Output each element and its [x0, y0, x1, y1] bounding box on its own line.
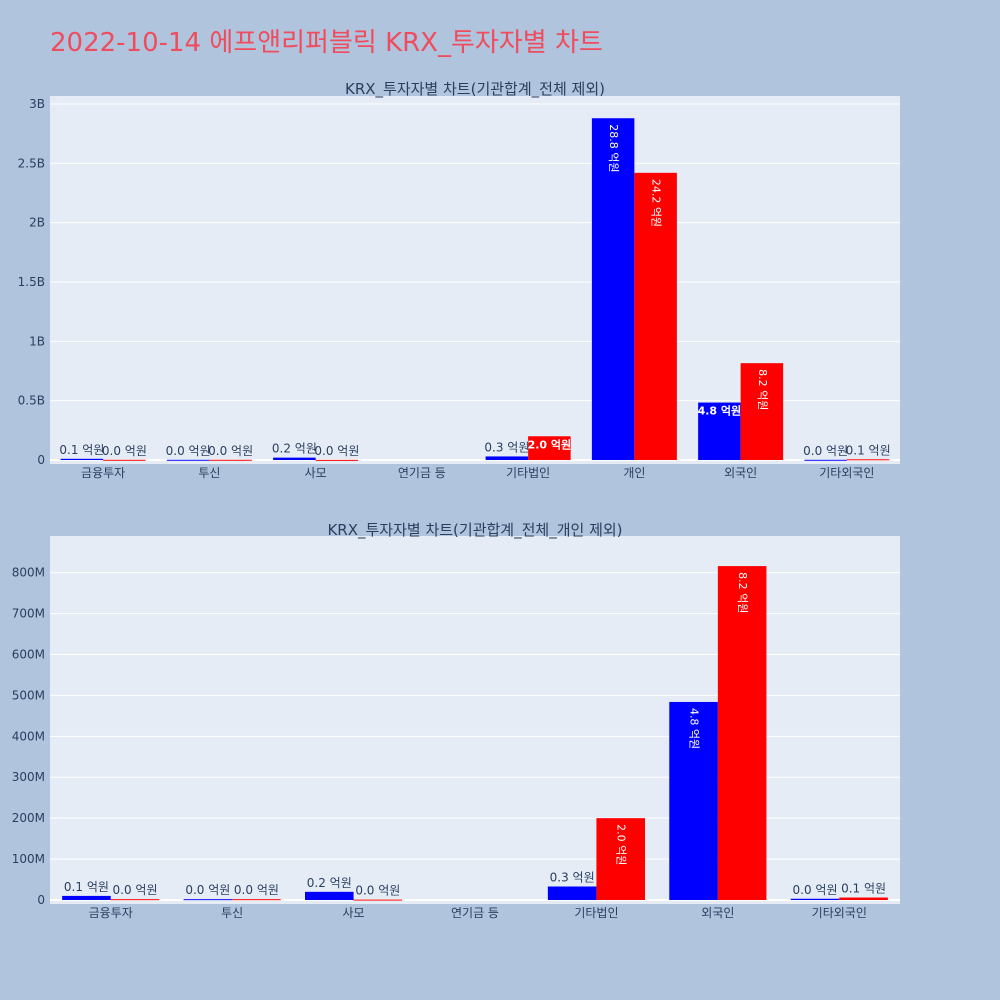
chart-1-sell-bar — [846, 459, 890, 461]
chart-2-bar-value-label: 0.0 억원 — [234, 883, 279, 897]
chart-2-bar-value-label: 4.8 억원 — [688, 708, 701, 749]
chart-1-y-tick-label: 2.5B — [18, 156, 45, 170]
chart-2-bar-value-label: 0.2 억원 — [307, 876, 352, 890]
chart-2-buy-bar — [62, 895, 111, 900]
chart-2-x-tick-label: 사모 — [343, 906, 365, 920]
page-title: 2022-10-14 에프앤리퍼블릭 KRX_투자자별 차트 — [50, 28, 603, 58]
chart-1-y-tick-label: 3B — [29, 97, 45, 111]
chart-1-bar-value-label: 0.1 억원 — [59, 443, 104, 457]
chart-2-x-tick-label: 기타외국인 — [812, 906, 867, 920]
chart-2-sell-bar — [232, 899, 281, 901]
chart-1-sell-bar — [740, 363, 784, 460]
chart-1-buy-bar — [804, 459, 847, 461]
chart-1-buy-bar — [166, 459, 210, 461]
chart-2-sell-bar — [110, 899, 160, 901]
chart-1-x-tick-label: 금융투자 — [81, 466, 125, 480]
chart-2-bar-value-label: 0.1 억원 — [841, 882, 886, 896]
chart-2-x-tick-label: 연기금 등 — [451, 906, 499, 920]
chart-1-sell-bar — [528, 436, 571, 460]
chart-2-bar-value-label: 0.1 억원 — [64, 880, 109, 894]
chart-1-buy-bar — [60, 458, 104, 460]
chart-2-bar-value-label: 0.0 억원 — [793, 883, 838, 897]
chart-1-x-tick-label: 기타법인 — [506, 466, 550, 480]
chart-2-x-tick-label: 투신 — [221, 906, 243, 920]
chart-2-bar-value-label: 0.0 억원 — [113, 883, 158, 897]
chart-1-buy-bar — [273, 457, 316, 460]
chart-1-title: KRX_투자자별 차트(기관합계_전체 제외) — [345, 80, 605, 99]
chart-1-x-tick-label: 사모 — [305, 466, 327, 480]
chart-2-y-tick-label: 0 — [37, 893, 45, 907]
chart-2-sell-bar — [839, 897, 888, 900]
chart-1-y-tick-label: 0.5B — [18, 394, 45, 408]
chart-1-bar-value-label: 0.0 억원 — [803, 444, 848, 458]
chart-2-y-tick-label: 500M — [12, 688, 45, 702]
chart-2-bar-value-label: 0.0 억원 — [185, 883, 230, 897]
chart-2-buy-bar — [669, 701, 718, 900]
chart-2-y-tick-label: 400M — [12, 729, 45, 743]
chart-1-buy-bar — [485, 456, 529, 460]
chart-2-bar-value-label: 2.0 억원 — [615, 824, 628, 865]
chart-2-x-tick-label: 외국인 — [701, 906, 734, 920]
chart-2-bar-value-label: 0.0 억원 — [355, 884, 400, 898]
chart-2-buy-bar — [305, 891, 354, 900]
chart-1-bar-value-label: 0.2 억원 — [272, 442, 317, 456]
chart-2-buy-bar — [547, 886, 597, 900]
chart-1-x-tick-label: 외국인 — [724, 466, 757, 480]
chart-2-sell-bar — [596, 818, 645, 900]
chart-2-buy-bar — [183, 899, 233, 901]
chart-2-y-tick-label: 800M — [12, 566, 45, 580]
chart-2-bar-value-label: 8.2 억원 — [736, 572, 749, 613]
chart-2-sell-bar — [717, 566, 767, 900]
chart-1-bar-value-label: 0.3 억원 — [484, 440, 529, 454]
chart-2-x-tick-label: 기타법인 — [574, 906, 618, 920]
chart-1-x-tick-label: 개인 — [623, 466, 645, 480]
chart-1-bar-value-label: 8.2 억원 — [756, 369, 769, 410]
chart-2-y-tick-label: 300M — [12, 770, 45, 784]
chart-1-y-tick-label: 0 — [37, 453, 45, 467]
chart-1-x-tick-label: 투신 — [198, 466, 220, 480]
chart-1-bar-value-label: 0.1 억원 — [846, 443, 891, 457]
chart-1-y-tick-label: 1B — [29, 334, 45, 348]
chart-1-sell-bar — [315, 459, 359, 461]
chart-1-sell-bar — [103, 459, 146, 461]
chart-2-y-tick-label: 200M — [12, 811, 45, 825]
chart-1-bar-value-label: 0.0 억원 — [208, 444, 253, 458]
chart-1-buy-bar — [591, 118, 635, 461]
chart-2-plot-area — [50, 536, 900, 904]
chart-2-bar-value-label: 0.3 억원 — [550, 870, 595, 884]
chart-1-y-tick-label: 1.5B — [18, 275, 45, 289]
chart-2-x-tick-label: 금융투자 — [89, 906, 133, 920]
chart-1-bar-value-label: 28.8 억원 — [607, 124, 620, 172]
chart-2-title: KRX_투자자별 차트(기관합계_전체_개인 제외) — [327, 521, 622, 540]
chart-2-buy-bar — [790, 898, 840, 900]
chart-1-buy-bar — [698, 402, 741, 460]
chart-1-sell-bar — [634, 172, 677, 460]
chart-1-bar-value-label: 2.0 억원 — [528, 437, 572, 451]
chart-1-bar-value-label: 0.0 억원 — [314, 444, 359, 458]
chart-1-x-tick-label: 연기금 등 — [398, 466, 446, 480]
chart-1-bar-value-label: 0.0 억원 — [166, 444, 211, 458]
chart-1-bar-value-label: 24.2 억원 — [650, 179, 663, 227]
chart-1-bar-value-label: 0.0 억원 — [102, 444, 147, 458]
chart-1-bar-value-label: 4.8 억원 — [698, 404, 742, 418]
chart-1-y-tick-label: 2B — [29, 216, 45, 230]
chart-2-sell-bar — [353, 899, 403, 901]
chart-2-y-tick-label: 100M — [12, 852, 45, 866]
chart-2-y-tick-label: 600M — [12, 647, 45, 661]
chart-1-x-tick-label: 기타외국인 — [819, 466, 874, 480]
chart-2-y-tick-label: 700M — [12, 607, 45, 621]
chart-1-sell-bar — [209, 459, 252, 461]
